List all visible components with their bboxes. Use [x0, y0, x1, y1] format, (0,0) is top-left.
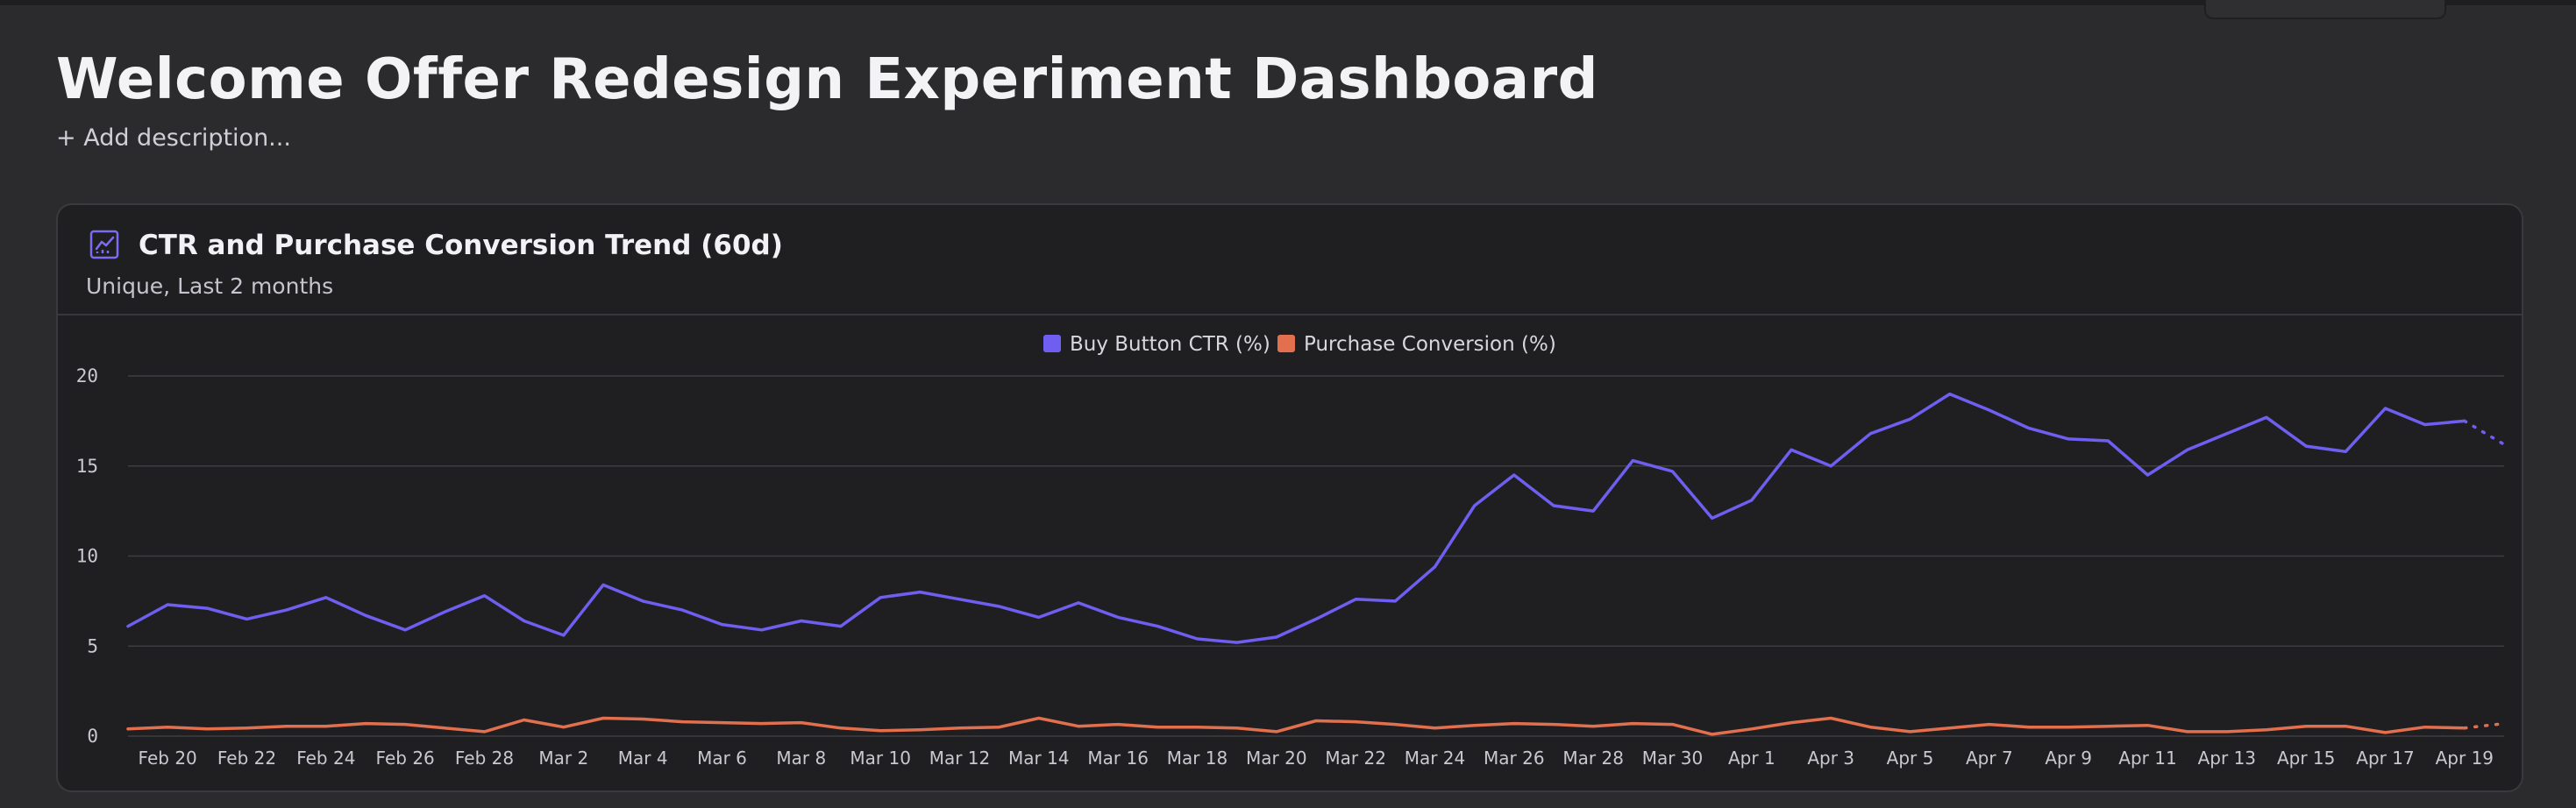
y-tick-label: 0 [87, 726, 98, 747]
x-tick-label: Apr 15 [2277, 748, 2335, 769]
x-tick-label: Apr 9 [2045, 748, 2092, 769]
x-tick-label: Mar 12 [929, 748, 991, 769]
x-tick-label: Mar 6 [697, 748, 747, 769]
top-toolbar-tab[interactable] [2204, 0, 2446, 19]
x-tick-label: Apr 3 [1807, 748, 1854, 769]
x-tick-label: Mar 22 [1325, 748, 1386, 769]
x-tick-label: Apr 1 [1728, 748, 1775, 769]
legend-swatch-ctr[interactable] [1043, 335, 1061, 352]
x-tick-label: Apr 5 [1887, 748, 1934, 769]
x-tick-label: Mar 10 [850, 748, 911, 769]
chart-card: CTR and Purchase Conversion Trend (60d) … [56, 203, 2523, 792]
x-tick-label: Apr 17 [2356, 748, 2414, 769]
x-tick-label: Apr 11 [2118, 748, 2176, 769]
x-tick-label: Mar 20 [1246, 748, 1307, 769]
series-incomplete-segment [2463, 419, 2506, 446]
legend-label-ctr[interactable]: Buy Button CTR (%) [1070, 333, 1270, 356]
chart-legend[interactable]: Buy Button CTR (%) Purchase Conversion (… [1043, 333, 1556, 356]
x-tick-label: Mar 14 [1008, 748, 1070, 769]
x-tick-label: Feb 26 [376, 748, 435, 769]
x-tick-label: Feb 28 [455, 748, 514, 769]
page-title: Welcome Offer Redesign Experiment Dashbo… [56, 47, 1598, 112]
y-tick-label: 15 [76, 456, 98, 477]
legend-label-conversion[interactable]: Purchase Conversion (%) [1304, 333, 1556, 356]
series-line-ctr[interactable] [126, 392, 2466, 644]
chart-gridlines [128, 375, 2504, 737]
top-border [0, 0, 2576, 5]
line-chart-icon [89, 230, 119, 259]
card-header: CTR and Purchase Conversion Trend (60d) … [58, 205, 2522, 315]
add-description-link[interactable]: + Add description... [56, 124, 291, 152]
x-tick-label: Mar 30 [1642, 748, 1704, 769]
card-subtitle: Unique, Last 2 months [86, 273, 334, 299]
y-tick-label: 10 [76, 546, 98, 567]
series-incomplete-segment [2463, 721, 2506, 730]
y-tick-label: 20 [76, 365, 98, 386]
x-tick-label: Feb 22 [217, 748, 276, 769]
x-tick-label: Apr 13 [2198, 748, 2256, 769]
card-title: CTR and Purchase Conversion Trend (60d) [139, 230, 783, 261]
chart-series [126, 392, 2506, 736]
x-tick-label: Mar 4 [618, 748, 668, 769]
y-axis-ticks: 0 5 10 15 20 [76, 365, 98, 747]
series-line-conversion[interactable] [126, 716, 2466, 736]
x-tick-label: Mar 18 [1167, 748, 1228, 769]
x-tick-label: Mar 16 [1087, 748, 1149, 769]
x-tick-label: Feb 20 [139, 748, 197, 769]
x-tick-label: Mar 28 [1562, 748, 1624, 769]
line-chart: 0 5 10 15 20 Feb 20 Feb 22 Feb 24 Feb 26 Feb 28 M… [76, 333, 2506, 769]
legend-swatch-conversion[interactable] [1277, 335, 1295, 352]
x-tick-label: Mar 2 [538, 748, 588, 769]
x-tick-label: Apr 19 [2436, 748, 2494, 769]
y-tick-label: 5 [87, 635, 98, 656]
x-tick-label: Mar 26 [1484, 748, 1545, 769]
x-tick-label: Mar 24 [1405, 748, 1466, 769]
x-tick-label: Feb 24 [296, 748, 355, 769]
x-axis-ticks: Feb 20 Feb 22 Feb 24 Feb 26 Feb 28 Mar 2 Mar 4… [139, 748, 2494, 769]
x-tick-label: Mar 8 [776, 748, 826, 769]
x-tick-label: Apr 7 [1966, 748, 2013, 769]
